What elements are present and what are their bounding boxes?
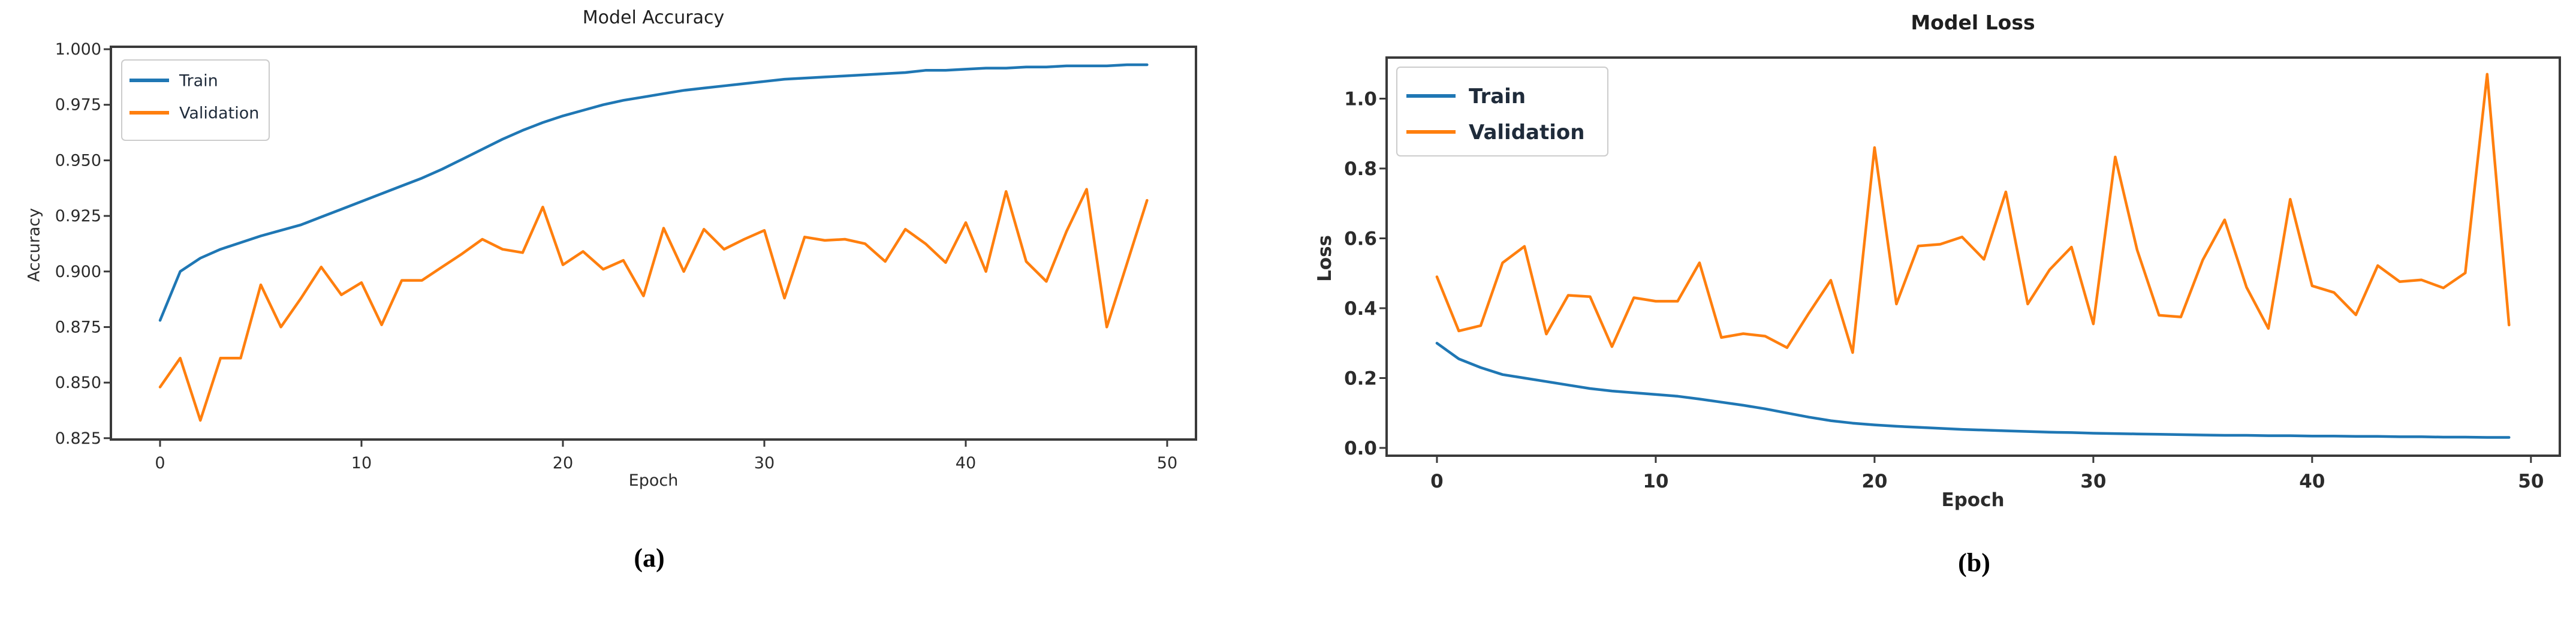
y-axis-tick-label: 0.4 [1344, 298, 1377, 320]
chart-a-title: Model Accuracy [582, 7, 725, 28]
chart-b-title: Model Loss [1911, 11, 2035, 34]
x-axis-tick-label: 20 [1861, 471, 1887, 492]
chart-b-ylabel: Loss [1314, 235, 1336, 282]
x-axis-tick-label: 30 [2080, 471, 2106, 492]
y-axis-tick-label: 1.0 [1344, 89, 1377, 110]
legend-validation-label: Validation [179, 104, 259, 123]
y-axis-tick-label: 0.825 [55, 429, 101, 448]
axes-spines-chart-1 [1385, 56, 2561, 457]
x-axis-tick-label: 0 [1430, 471, 1444, 492]
chart-b-xlabel: Epoch [1941, 489, 2005, 511]
y-axis-tick-label: 0.925 [55, 207, 101, 225]
train-line [158, 63, 1149, 322]
y-axis-tick-label: 0.850 [55, 374, 101, 392]
y-axis-tick-label: 1.000 [55, 40, 101, 59]
y-axis-tick-label: 0.6 [1344, 228, 1377, 250]
y-axis-tick-label: 0.8 [1344, 158, 1377, 180]
x-axis-tick-label: 30 [754, 454, 775, 472]
legend-train-label: Train [179, 72, 218, 91]
y-axis-tick-label: 0.975 [55, 96, 101, 115]
validation-line [1435, 73, 2511, 354]
x-axis-tick-label: 0 [155, 454, 165, 472]
x-axis-tick-label: 20 [553, 454, 573, 472]
y-axis-tick-label: 0.950 [55, 151, 101, 170]
train-line [1435, 342, 2511, 439]
x-axis-tick-label: 50 [1157, 454, 1177, 472]
x-axis-tick-label: 10 [1643, 471, 1668, 492]
validation-line [158, 188, 1149, 422]
x-axis-tick-label: 40 [956, 454, 976, 472]
x-axis-tick-label: 40 [2299, 471, 2325, 492]
y-axis-tick-label: 0.900 [55, 263, 101, 281]
y-axis-tick-label: 0.875 [55, 318, 101, 336]
caption-b: (b) [1958, 548, 1990, 577]
x-axis-tick-label: 10 [351, 454, 372, 472]
chart-a-ylabel: Accuracy [25, 207, 44, 282]
chart-a-xlabel: Epoch [628, 471, 679, 490]
x-axis-tick-label: 50 [2518, 471, 2544, 492]
legend-validation-label: Validation [1469, 121, 1584, 145]
y-axis-tick-label: 0.0 [1344, 438, 1377, 459]
legend-train-label: Train [1469, 85, 1526, 109]
caption-a: (a) [634, 543, 665, 573]
y-axis-tick-label: 0.2 [1344, 368, 1377, 390]
axes-spines-chart-0 [110, 46, 1197, 441]
